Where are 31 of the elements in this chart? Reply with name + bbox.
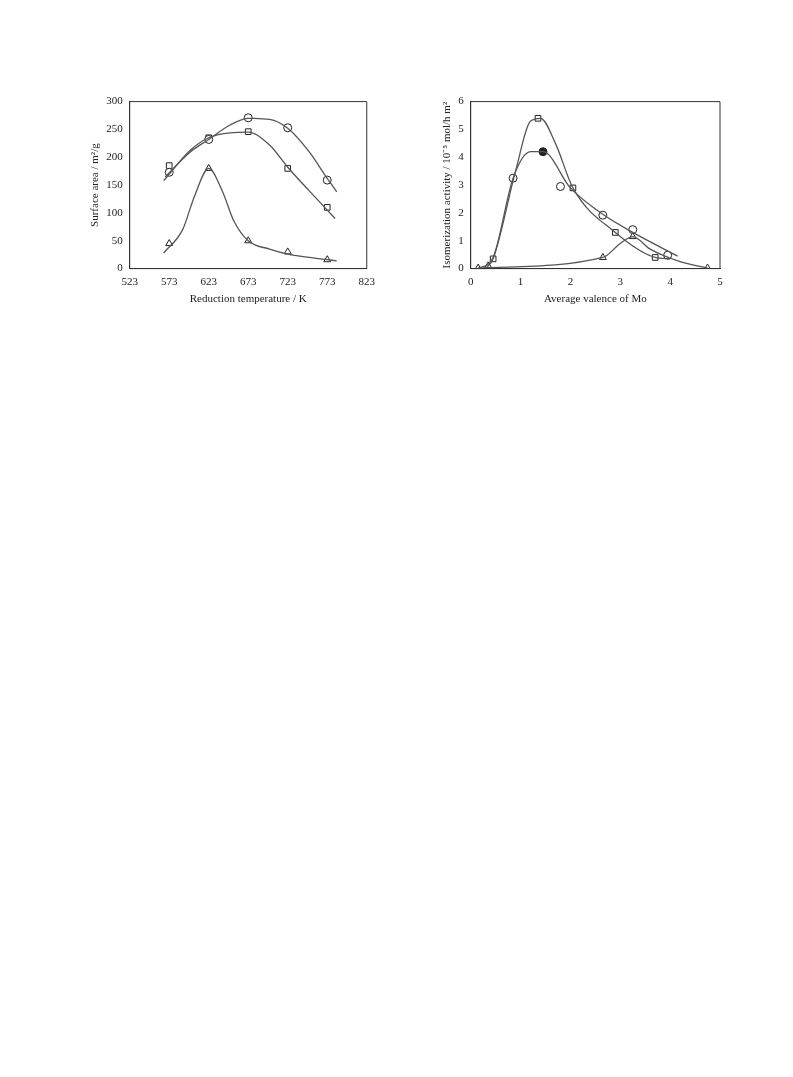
y-tick-label: 200 xyxy=(106,150,124,163)
y-tick-label: 0 xyxy=(458,261,465,274)
x-tick-label: 673 xyxy=(239,275,257,288)
y-tick-label: 50 xyxy=(111,233,124,246)
y-tick-label: 3 xyxy=(458,177,465,190)
x-axis-title: Average valence of Mo xyxy=(543,292,648,305)
x-tick-label: 823 xyxy=(358,275,376,288)
x-tick-label: 5 xyxy=(717,275,724,288)
x-tick-label: 623 xyxy=(200,275,218,288)
y-tick-label: 300 xyxy=(106,94,124,107)
x-tick-label: 523 xyxy=(121,275,139,288)
y-tick-label: 4 xyxy=(458,150,465,163)
y-tick-label: 150 xyxy=(106,177,124,190)
y-axis-title: Surface area / m²/g xyxy=(88,142,101,227)
y-tick-label: 250 xyxy=(106,122,124,135)
y-tick-label: 6 xyxy=(458,94,465,107)
y-tick-label: 0 xyxy=(117,261,124,274)
x-axis-title: Reduction temperature / K xyxy=(189,292,307,305)
x-tick-label: 773 xyxy=(318,275,336,288)
y-tick-label: 2 xyxy=(458,205,464,218)
x-tick-label: 1 xyxy=(517,275,524,288)
x-tick-label: 723 xyxy=(279,275,297,288)
x-tick-label: 4 xyxy=(667,275,674,288)
x-tick-label: 3 xyxy=(617,275,624,288)
y-tick-label: 1 xyxy=(458,233,464,246)
x-tick-label: 2 xyxy=(567,275,574,288)
y-tick-label: 5 xyxy=(458,122,465,135)
y-tick-label: 100 xyxy=(106,205,124,218)
x-tick-label: 0 xyxy=(467,275,474,288)
x-tick-label: 573 xyxy=(160,275,178,288)
y-axis-title: Isomerization activity / 10⁻⁵ mol/h m² xyxy=(440,101,453,269)
